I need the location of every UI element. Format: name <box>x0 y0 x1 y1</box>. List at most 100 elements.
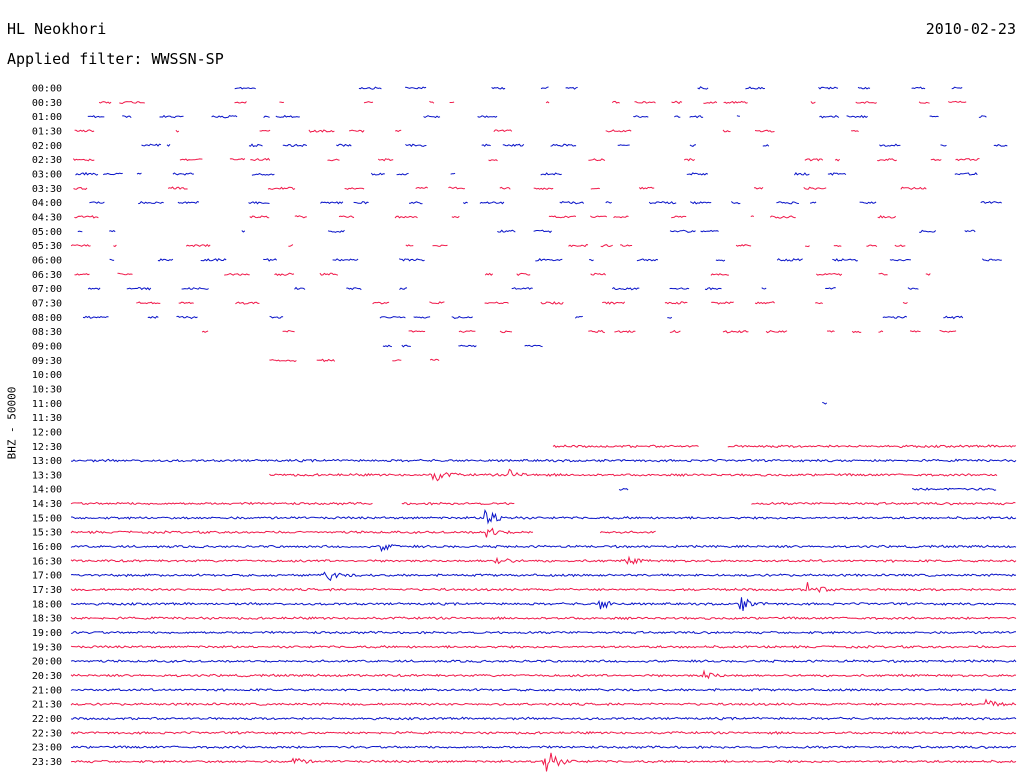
trace-segment <box>535 258 563 262</box>
trace-segment <box>70 555 1017 565</box>
trace-segment <box>877 158 897 162</box>
trace-segment <box>109 258 115 261</box>
trace-segment <box>550 143 577 147</box>
trace-segment <box>674 115 681 118</box>
trace-segment <box>477 115 498 119</box>
trace-segment <box>175 129 180 133</box>
trace-segment <box>524 344 543 348</box>
trace-segment <box>269 468 998 482</box>
trace-segment <box>450 172 456 175</box>
trace-segment <box>943 315 964 320</box>
row-label: 05:30 <box>32 241 62 252</box>
trace-segment <box>166 143 171 147</box>
trace-segment <box>540 86 549 90</box>
row-label: 06:30 <box>32 270 62 281</box>
row-label: 00:00 <box>32 84 62 95</box>
traces <box>70 86 1017 772</box>
trace-segment <box>259 129 271 132</box>
trace-segment <box>401 344 411 348</box>
trace-segment <box>686 172 708 176</box>
trace-segment <box>70 745 1017 750</box>
trace-segment <box>200 258 227 262</box>
trace-segment <box>392 359 402 362</box>
trace-segment <box>119 100 145 105</box>
trace-segment <box>288 244 294 247</box>
trace-segment <box>548 215 577 219</box>
row-label: 20:30 <box>32 671 62 682</box>
trace-segment <box>147 315 159 319</box>
trace-segment <box>399 287 408 290</box>
trace-segment <box>396 172 409 176</box>
trace-segment <box>765 330 788 334</box>
trace-segment <box>185 243 211 248</box>
trace-segment <box>929 115 939 118</box>
trace-segment <box>103 172 123 176</box>
trace-segment <box>159 114 184 119</box>
trace-segment <box>851 129 859 133</box>
row-label: 09:00 <box>32 341 62 352</box>
trace-segment <box>671 215 687 219</box>
trace-segment <box>172 172 194 176</box>
trace-segment <box>730 201 741 205</box>
trace-segment <box>826 330 835 333</box>
trace-segment <box>70 630 1016 635</box>
row-label: 23:00 <box>32 743 62 754</box>
trace-segment <box>82 315 109 319</box>
trace-segment <box>697 86 709 90</box>
trace-segment <box>336 143 352 147</box>
trace-segment <box>930 158 942 161</box>
trace-segment <box>250 157 271 162</box>
trace-segment <box>229 158 246 161</box>
trace-segment <box>294 215 307 219</box>
trace-segment <box>141 143 162 147</box>
trace-segment <box>612 287 640 291</box>
trace-segment <box>919 229 937 233</box>
trace-segment <box>669 229 696 233</box>
trace-segment <box>179 158 203 162</box>
trace-segment <box>327 158 340 162</box>
trace-segment <box>846 114 868 119</box>
trace-segment <box>282 329 295 333</box>
trace-segment <box>750 215 754 218</box>
trace-segment <box>382 344 393 348</box>
trace-segment <box>634 101 656 104</box>
trace-segment <box>70 687 1017 692</box>
row-label: 18:00 <box>32 599 62 610</box>
trace-segment <box>618 488 629 491</box>
trace-segment <box>810 101 816 104</box>
trace-segment <box>689 115 704 119</box>
trace-segment <box>353 201 369 205</box>
trace-segment <box>745 86 765 90</box>
trace-segment <box>911 487 997 491</box>
trace-segment <box>722 129 731 133</box>
trace-segment <box>753 186 764 190</box>
trace-segment <box>574 315 583 319</box>
trace-segment <box>405 143 427 147</box>
trace-segment <box>413 316 431 319</box>
trace-segment <box>458 329 476 333</box>
trace-segment <box>432 244 448 247</box>
trace-segment <box>75 171 99 176</box>
row-label: 18:30 <box>32 614 62 625</box>
trace-segment <box>201 330 209 333</box>
trace-segment <box>70 698 1017 707</box>
trace-segment <box>600 244 613 248</box>
row-label: 14:30 <box>32 499 62 510</box>
trace-segment <box>263 115 270 118</box>
row-label: 22:00 <box>32 714 62 725</box>
row-label: 10:00 <box>32 370 62 381</box>
trace-segment <box>377 158 394 162</box>
row-label: 16:00 <box>32 542 62 553</box>
trace-segment <box>689 144 697 147</box>
trace-segment <box>907 287 919 290</box>
trace-segment <box>70 644 1017 649</box>
trace-segment <box>951 86 963 90</box>
trace-segment <box>70 527 534 538</box>
trace-segment <box>533 187 554 191</box>
trace-segment <box>70 543 1017 553</box>
trace-segment <box>859 201 877 205</box>
trace-segment <box>248 201 270 205</box>
row-label: 12:00 <box>32 427 62 438</box>
trace-segment <box>804 158 824 162</box>
